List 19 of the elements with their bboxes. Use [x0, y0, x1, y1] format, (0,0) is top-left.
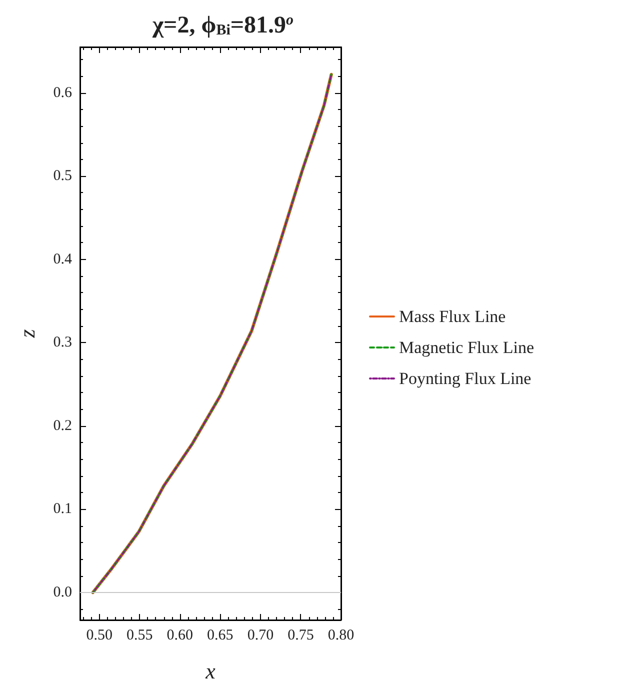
x-tick-label: 0.75 — [288, 628, 314, 644]
y-tick-label: 0.4 — [53, 251, 72, 268]
y-tick-label: 0.1 — [53, 501, 72, 518]
x-tick-label: 0.60 — [166, 628, 194, 644]
legend-label: Mass Flux Line — [399, 307, 506, 326]
y-tick-label: 0.3 — [53, 334, 72, 351]
x-tick-label: 0.65 — [207, 628, 234, 644]
x-tick-label: 0.80 — [328, 628, 354, 644]
y-axis-title: z — [14, 328, 40, 339]
x-tick-label: 0.50 — [86, 628, 112, 644]
y-tick-label: 0.6 — [53, 84, 72, 101]
x-tick-label: 0.70 — [247, 628, 274, 644]
y-tick-label: 0.5 — [53, 168, 72, 184]
legend-label: Poynting Flux Line — [399, 369, 532, 388]
y-tick-label: 0.2 — [53, 418, 72, 434]
x-tick-label: 0.55 — [126, 628, 153, 644]
legend-label: Magnetic Flux Line — [399, 338, 534, 357]
x-axis-title: x — [204, 658, 216, 684]
y-tick-label: 0.0 — [53, 584, 72, 601]
